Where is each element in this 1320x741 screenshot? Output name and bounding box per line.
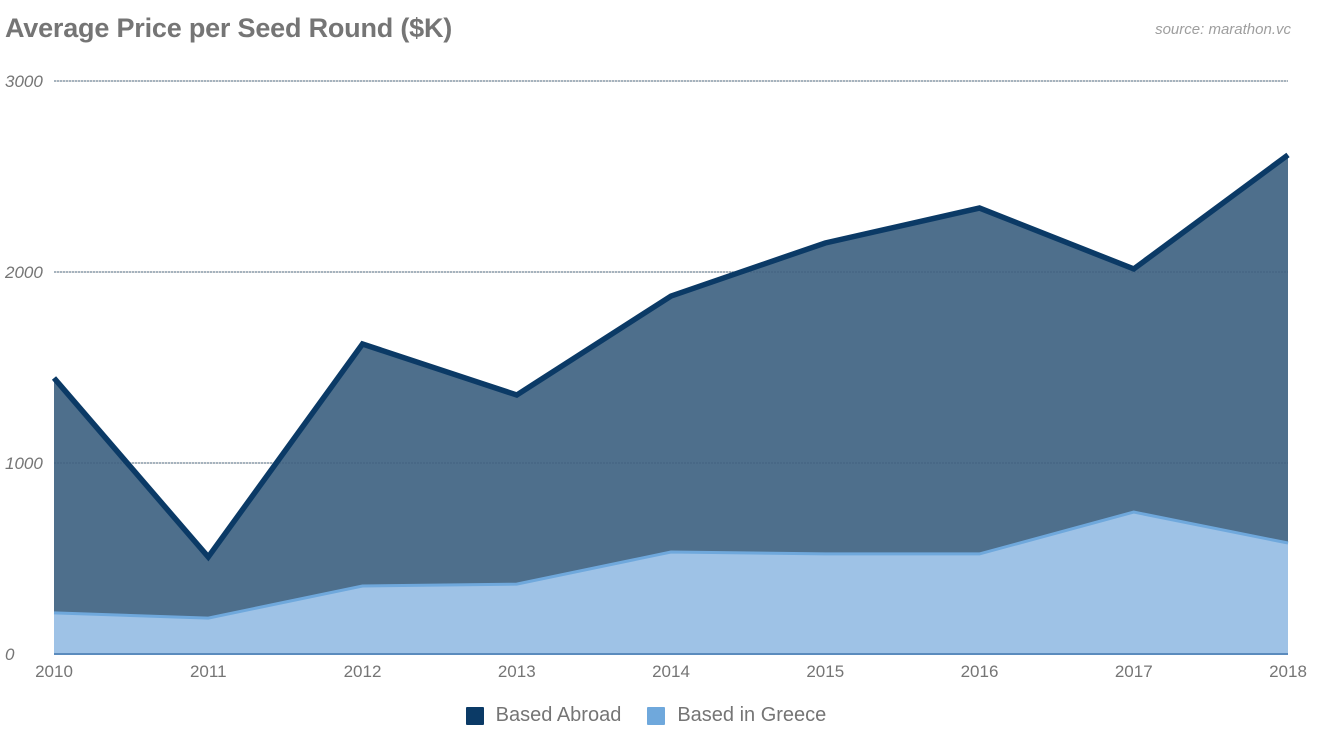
- legend-item-based-abroad[interactable]: Based Abroad: [465, 704, 622, 727]
- x-tick-label: 2017: [1115, 662, 1153, 681]
- x-tick-label: 2010: [35, 662, 73, 681]
- legend: Based Abroad Based in Greece: [0, 704, 1292, 727]
- area-based-in-greece: [54, 512, 1288, 654]
- legend-swatch-icon: [647, 706, 666, 725]
- x-tick-label: 2018: [1269, 662, 1307, 681]
- legend-label: Based in Greece: [677, 704, 827, 726]
- x-tick-label: 2013: [498, 662, 536, 681]
- x-tick-label: 2014: [652, 662, 690, 681]
- legend-item-based-in-greece[interactable]: Based in Greece: [647, 704, 826, 727]
- area-series: [54, 154, 1288, 655]
- x-axis-ticks: 2010 2011 2012 2013 2014 2015 2016 2017 2018: [35, 662, 1307, 681]
- y-tick-label: 0: [5, 645, 15, 664]
- source-note: source: marathon.vc: [1155, 21, 1291, 38]
- line-based-abroad: [51, 152, 1290, 562]
- series-lines: [51, 152, 1290, 655]
- chart-title: Average Price per Seed Round ($K): [5, 13, 453, 43]
- gridlines-overlay: [54, 80, 1288, 464]
- x-tick-label: 2012: [344, 662, 382, 681]
- y-tick-label: 3000: [5, 72, 43, 91]
- legend-label: Based Abroad: [495, 704, 622, 726]
- x-tick-label: 2011: [190, 662, 227, 681]
- y-axis-ticks: 0 1000 2000 3000: [4, 72, 43, 664]
- y-tick-label: 2000: [4, 263, 43, 282]
- area-based-abroad: [54, 154, 1288, 655]
- x-tick-label: 2015: [806, 662, 844, 681]
- x-tick-label: 2016: [961, 662, 999, 681]
- line-based-in-greece: [53, 510, 1289, 620]
- y-tick-label: 1000: [5, 454, 43, 473]
- legend-swatch-icon: [465, 706, 484, 725]
